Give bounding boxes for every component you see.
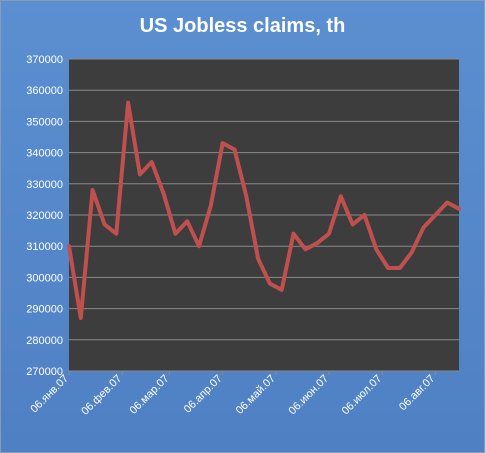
data-point (232, 147, 236, 151)
data-point (433, 213, 437, 217)
data-point (209, 204, 213, 208)
y-tick-label: 270000 (26, 366, 63, 378)
data-point (457, 207, 461, 211)
y-tick-label: 370000 (26, 54, 63, 66)
data-point (374, 247, 378, 251)
data-point (280, 288, 284, 292)
data-point (292, 232, 296, 236)
x-tick-label: 06.июл.07 (340, 373, 385, 418)
x-tick-label: 06.фев.07 (79, 373, 124, 418)
data-point (244, 194, 248, 198)
data-point (91, 188, 95, 192)
y-tick-label: 360000 (26, 85, 63, 97)
data-point (362, 213, 366, 217)
x-tick-label: 06.янв.07 (28, 373, 71, 416)
data-point (126, 101, 130, 105)
chart-title: US Jobless claims, th (139, 15, 346, 37)
data-point (102, 222, 106, 226)
data-point (268, 282, 272, 286)
data-point (445, 201, 449, 205)
data-point (351, 222, 355, 226)
data-point (410, 250, 414, 254)
data-point (79, 316, 83, 320)
x-tick-label: 06.апр.07 (182, 373, 225, 416)
data-point (315, 241, 319, 245)
data-point (303, 247, 307, 251)
x-tick-label: 06.авг.07 (397, 373, 437, 413)
x-tick-label: 06.июн.07 (287, 373, 332, 418)
x-tick-label: 06.май.07 (234, 373, 278, 417)
data-point (138, 172, 142, 176)
y-tick-label: 320000 (26, 210, 63, 222)
data-point (398, 266, 402, 270)
data-point (150, 160, 154, 164)
data-point (67, 244, 71, 248)
y-tick-label: 350000 (26, 116, 63, 128)
data-point (386, 266, 390, 270)
data-point (327, 232, 331, 236)
y-tick-label: 330000 (26, 179, 63, 191)
y-tick-label: 280000 (26, 335, 63, 347)
data-point (339, 194, 343, 198)
data-point (162, 191, 166, 195)
y-tick-label: 300000 (26, 272, 63, 284)
data-point (422, 225, 426, 229)
data-point (173, 232, 177, 236)
y-tick-label: 290000 (26, 304, 63, 316)
data-point (114, 232, 118, 236)
data-point (197, 244, 201, 248)
y-tick-label: 310000 (26, 241, 63, 253)
series-line (67, 100, 461, 320)
y-tick-label: 340000 (26, 148, 63, 160)
data-point (185, 219, 189, 223)
data-point (256, 257, 260, 261)
data-point (221, 141, 225, 145)
x-tick-label: 06.мар.07 (127, 373, 171, 417)
